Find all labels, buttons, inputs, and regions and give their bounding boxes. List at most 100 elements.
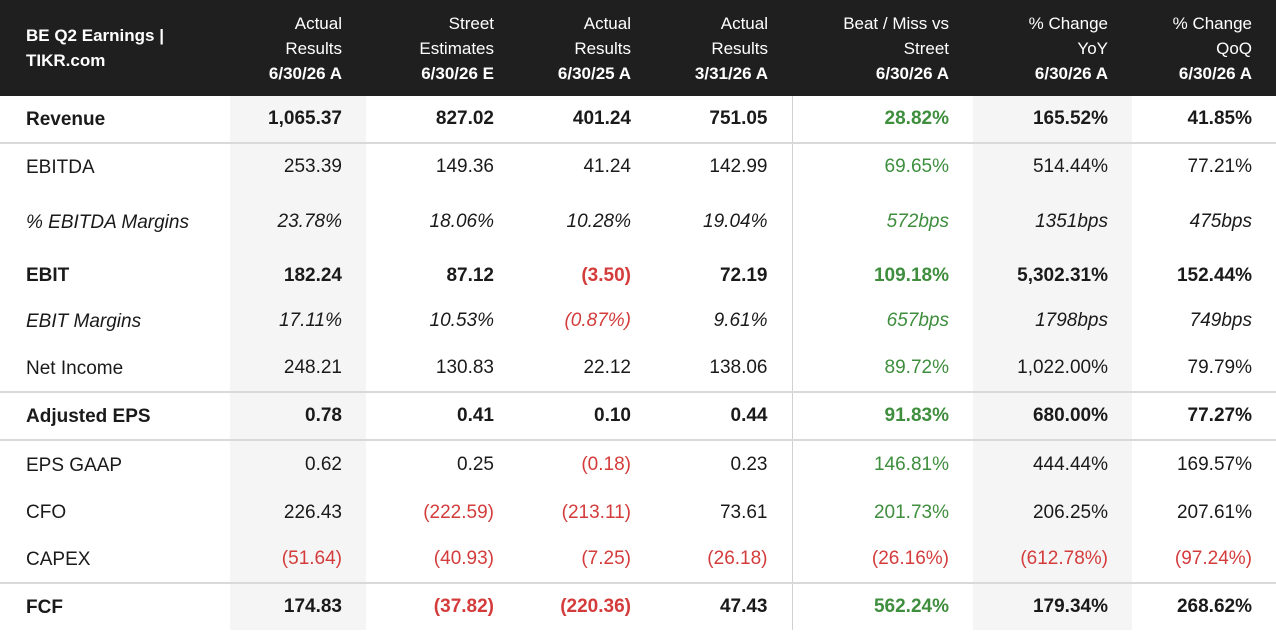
- table-cell: 514.44%: [973, 142, 1132, 190]
- table-cell: (51.64): [230, 536, 366, 583]
- table-cell: 751.05: [709, 108, 768, 129]
- table-cell: 444.44%: [973, 439, 1132, 489]
- row-label: EBIT: [26, 265, 70, 286]
- table-body: Revenue 1,065.37 827.02 401.24 751.05 28.82% 1…: [0, 96, 1276, 630]
- table-cell: (3.50): [581, 264, 631, 286]
- table-row: CAPEX (51.64) (40.93) (7.25) (26.18) (26.16%)…: [0, 536, 1276, 583]
- header-row: BE Q2 Earnings | TIKR.com Actual Results…: [0, 0, 1276, 96]
- table-cell: 475bps: [1189, 211, 1252, 232]
- table-cell: (0.18): [518, 439, 655, 489]
- table-row: EBIT Margins 17.11% 10.53% (0.87%) 9.61% 657b…: [0, 297, 1276, 345]
- table-cell: 109.18%: [791, 254, 973, 297]
- table-cell: 79.79%: [1187, 357, 1252, 378]
- table-cell: 149.36: [366, 142, 518, 190]
- table-cell: 19.04%: [703, 211, 768, 232]
- table-cell: 207.61%: [1176, 501, 1252, 523]
- row-label: CFO: [26, 502, 67, 523]
- row-label: EPS GAAP: [0, 439, 230, 489]
- column-header-line2: QoQ: [1216, 38, 1252, 58]
- table-cell: 0.44: [655, 391, 792, 440]
- table-cell: 5,302.31%: [973, 254, 1132, 297]
- row-label: EBIT Margins: [26, 310, 142, 332]
- table-cell: 1798bps: [973, 297, 1132, 345]
- table-cell: 1,065.37: [230, 96, 366, 143]
- table-cell: 0.41: [366, 391, 518, 440]
- table-cell: 142.99: [655, 142, 792, 190]
- table-cell: 28.82%: [791, 96, 973, 143]
- table-cell: 22.12: [583, 357, 631, 378]
- table-row: Revenue 1,065.37 827.02 401.24 751.05 28.82% 1…: [0, 96, 1276, 143]
- table-cell: 77.27%: [1132, 391, 1276, 440]
- table-cell: 69.65%: [791, 142, 973, 190]
- column-header-beat-miss: Beat / Miss vs Street 6/30/26 A: [792, 0, 973, 96]
- table-row: FCF 174.83 (37.82) (220.36) 47.43 562.24% 179.…: [0, 582, 1276, 630]
- table-cell: 572bps: [791, 190, 973, 254]
- table-cell: 174.83: [230, 582, 366, 630]
- table-cell: (97.24%): [1174, 548, 1252, 569]
- table-cell: 268.62%: [1132, 582, 1276, 630]
- table-cell: 41.24: [518, 142, 655, 190]
- table-cell: 165.52%: [973, 96, 1132, 143]
- column-header-actual-q2-25: Actual Results 6/30/25 A: [518, 0, 655, 96]
- title-line-2: TIKR.com: [26, 51, 106, 70]
- column-header-date: 6/30/26 A: [1178, 63, 1252, 83]
- table-cell: 1,022.00%: [973, 345, 1132, 392]
- table-row: Net Income 248.21 130.83 22.12 138.06 89.72% 1…: [0, 345, 1276, 392]
- column-header-date: 6/30/26 E: [421, 63, 494, 83]
- column-header-line1: Actual: [583, 13, 631, 33]
- row-label: Net Income: [26, 357, 124, 379]
- table-cell: 680.00%: [973, 391, 1132, 440]
- table-row: EBITDA 253.39 149.36 41.24 142.99 69.65% 514.4…: [0, 142, 1276, 190]
- table-cell: 0.25: [366, 439, 518, 489]
- table-cell: (40.93): [433, 548, 494, 569]
- table-cell: 130.83: [435, 357, 494, 378]
- column-header-date: 6/30/26 A: [1034, 63, 1108, 83]
- row-label: CAPEX: [26, 548, 91, 570]
- column-header-actual-q2-26: Actual Results 6/30/26 A: [230, 0, 366, 96]
- column-header-line1: % Change: [1172, 13, 1252, 33]
- column-header-date: 6/30/26 A: [268, 63, 342, 83]
- table-cell: 23.78%: [230, 190, 366, 254]
- table-cell: 18.06%: [429, 211, 494, 232]
- column-header-line2: YoY: [1077, 38, 1108, 58]
- title-line-1: BE Q2 Earnings |: [26, 26, 164, 45]
- column-header-line1: Actual: [294, 13, 342, 33]
- table-cell: 179.34%: [973, 582, 1132, 630]
- table-cell: (220.36): [518, 582, 655, 630]
- table-cell: 77.21%: [1132, 142, 1276, 190]
- table-cell: 657bps: [791, 297, 973, 345]
- column-header-actual-q1-26: Actual Results 3/31/26 A: [655, 0, 792, 96]
- table-cell: 0.78: [230, 391, 366, 440]
- table-cell: 10.28%: [566, 211, 631, 232]
- table-cell: 201.73%: [791, 489, 973, 536]
- table-cell: 10.53%: [429, 310, 494, 331]
- row-label: FCF: [0, 582, 230, 630]
- table-cell: 562.24%: [791, 582, 973, 630]
- table-cell: 152.44%: [1176, 264, 1252, 286]
- table-cell: (26.16%): [791, 536, 973, 583]
- table-cell: 206.25%: [973, 489, 1132, 536]
- table-row: Adjusted EPS 0.78 0.41 0.10 0.44 91.83% 680.00…: [0, 391, 1276, 440]
- column-header-date: 6/30/25 A: [557, 63, 631, 83]
- table-row: EBIT 182.24 87.12 (3.50) 72.19 109.18% 5,302.3…: [0, 254, 1276, 297]
- table-cell: (213.11): [561, 501, 631, 523]
- table-cell: 41.85%: [1187, 108, 1252, 129]
- column-header-line2: Results: [711, 38, 768, 58]
- table-cell: (222.59): [423, 501, 494, 523]
- table-cell: 749bps: [1189, 310, 1252, 331]
- column-header-line1: % Change: [1028, 13, 1108, 33]
- column-header-date: 3/31/26 A: [694, 63, 768, 83]
- table-row: % EBITDA Margins 23.78% 18.06% 10.28% 19.04%…: [0, 190, 1276, 254]
- table-cell: (7.25): [581, 548, 631, 569]
- row-label: EBITDA: [0, 142, 230, 190]
- column-header-line2: Results: [285, 38, 342, 58]
- column-header-change-yoy: % Change YoY 6/30/26 A: [973, 0, 1132, 96]
- table-cell: 146.81%: [791, 439, 973, 489]
- row-label: Revenue: [26, 108, 106, 130]
- table-cell: 89.72%: [791, 345, 973, 392]
- table-row: CFO 226.43 (222.59) (213.11) 73.61 201.73% 206…: [0, 489, 1276, 536]
- row-label: % EBITDA Margins: [26, 211, 189, 233]
- column-header-date: 6/30/26 A: [875, 63, 949, 83]
- column-header-line1: Street: [448, 13, 494, 33]
- table-cell: 0.62: [230, 439, 366, 489]
